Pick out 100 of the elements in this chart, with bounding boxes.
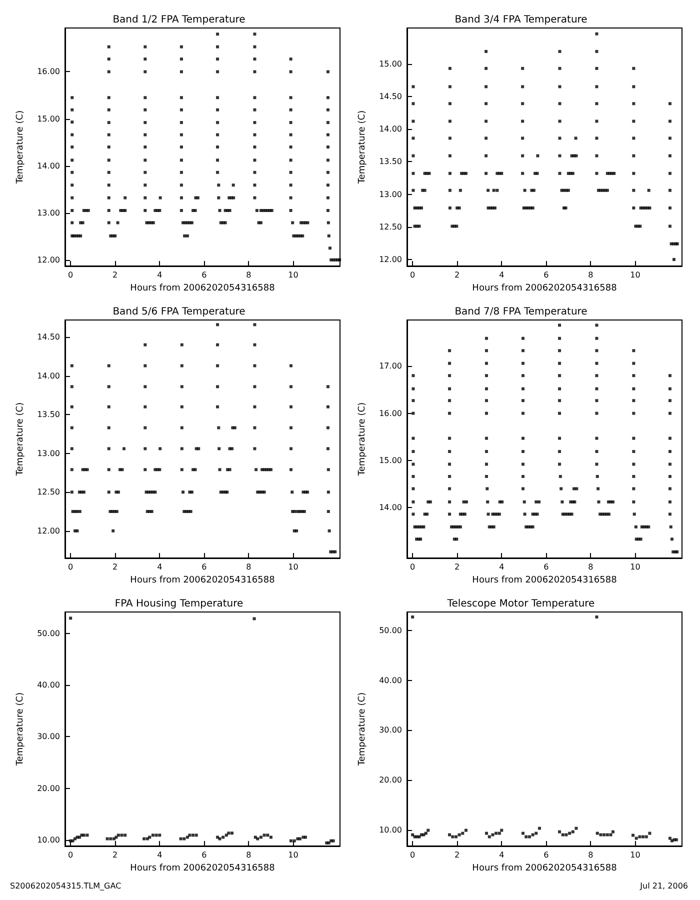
- y-tick-label: 20.00: [37, 784, 60, 793]
- point: [292, 839, 296, 842]
- text: Jul 21, 2006: [639, 882, 688, 890]
- point: [574, 826, 578, 830]
- y-tick-label: 40.00: [37, 680, 60, 690]
- x-tick-label: 10: [630, 850, 640, 860]
- x-tick-label: 6: [202, 850, 207, 860]
- x-axis-title: Hours from 2006202054316588: [472, 864, 618, 874]
- point: [644, 835, 648, 838]
- point: [522, 832, 525, 835]
- x-tick-label: 4: [157, 562, 162, 572]
- point: [606, 833, 609, 836]
- x-axis-title: Hours from 2006202054316588: [472, 284, 618, 294]
- x-tick-label: 6: [544, 562, 549, 572]
- x-tick-label: 10: [630, 562, 640, 572]
- x-tick-label: 8: [246, 562, 252, 572]
- point: [524, 835, 528, 838]
- y-tick-label: 30.00: [379, 726, 402, 735]
- point: [668, 836, 672, 840]
- y-tick-label: 12.00: [379, 254, 402, 264]
- point: [494, 832, 498, 835]
- x-tick-label: 8: [588, 562, 594, 572]
- y-tick-label: 20.00: [379, 775, 402, 784]
- x-tick-label: 10: [288, 850, 298, 860]
- y-tick-label: 14.00: [379, 124, 402, 134]
- point: [290, 839, 293, 842]
- x-tick-label: 0: [68, 270, 74, 280]
- point: [638, 835, 642, 838]
- point: [154, 834, 158, 837]
- point: [158, 834, 162, 837]
- y-tick-label: 13.00: [37, 448, 60, 458]
- y-tick-label: 12.50: [379, 222, 402, 232]
- point: [194, 834, 198, 837]
- chart-title: Telescope Motor Temperature: [446, 598, 595, 610]
- x-axis-title: Hours from 2006202054316588: [130, 284, 276, 294]
- y-tick-label: 14.00: [379, 503, 402, 512]
- y-tick-label: 50.00: [37, 629, 60, 638]
- x-tick-label: 2: [112, 562, 118, 572]
- x-tick-label: 8: [588, 270, 594, 280]
- point: [528, 835, 531, 838]
- point: [611, 830, 614, 834]
- point: [568, 832, 572, 835]
- x-tick-label: 0: [410, 270, 416, 280]
- x-tick-label: 6: [202, 562, 207, 572]
- point: [109, 837, 112, 840]
- point: [227, 832, 230, 835]
- point: [252, 617, 256, 620]
- point: [269, 836, 272, 839]
- x-axis-title: Hours from 2006202054316588: [130, 864, 276, 874]
- y-axis-title: Temperature (C): [358, 692, 368, 767]
- point: [230, 832, 234, 835]
- point: [216, 836, 220, 839]
- y-tick-label: 12.00: [37, 255, 60, 264]
- chart-title: FPA Housing Temperature: [114, 598, 244, 610]
- y-tick-label: 10.00: [379, 825, 402, 834]
- x-tick-label: 4: [499, 850, 504, 860]
- x-tick-label: 0: [410, 562, 416, 572]
- point: [648, 832, 652, 835]
- y-tick-label: 10.00: [37, 835, 60, 844]
- point: [632, 834, 635, 837]
- point: [69, 616, 72, 620]
- y-tick-label: 13.50: [37, 410, 60, 420]
- point: [116, 834, 120, 837]
- point: [571, 830, 574, 834]
- x-tick-label: 4: [499, 562, 504, 572]
- point: [564, 833, 568, 836]
- point: [531, 833, 534, 836]
- point: [642, 835, 645, 838]
- y-axis-title: Temperature (C): [16, 402, 26, 477]
- point: [538, 826, 541, 830]
- point: [426, 828, 430, 832]
- point: [464, 828, 468, 832]
- y-tick-label: 13.00: [37, 208, 60, 218]
- point: [500, 828, 504, 832]
- x-tick-label: 4: [157, 270, 162, 280]
- x-tick-label: 8: [246, 850, 252, 860]
- point: [454, 835, 458, 838]
- x-tick-label: 0: [68, 850, 74, 860]
- point: [179, 837, 182, 840]
- point: [142, 837, 146, 840]
- x-axis-title: Hours from 2006202054316588: [472, 576, 618, 586]
- point: [596, 832, 599, 835]
- y-tick-label: 14.50: [379, 92, 402, 101]
- y-axis-title: Temperature (C): [358, 402, 368, 477]
- point: [451, 835, 454, 838]
- point: [498, 832, 501, 835]
- point: [120, 834, 124, 837]
- point: [424, 832, 428, 835]
- y-tick-label: 40.00: [379, 676, 402, 685]
- point: [458, 833, 461, 836]
- point: [256, 837, 260, 840]
- point: [609, 833, 612, 836]
- point: [448, 833, 452, 836]
- x-tick-label: 4: [157, 850, 162, 860]
- x-tick-label: 2: [454, 270, 460, 280]
- y-tick-label: 16.00: [37, 67, 60, 76]
- y-tick-label: 13.50: [379, 157, 402, 166]
- point: [266, 834, 270, 837]
- chart-title: Band 5/6 FPA Temperature: [112, 306, 246, 318]
- y-axis-title: Temperature (C): [16, 110, 26, 185]
